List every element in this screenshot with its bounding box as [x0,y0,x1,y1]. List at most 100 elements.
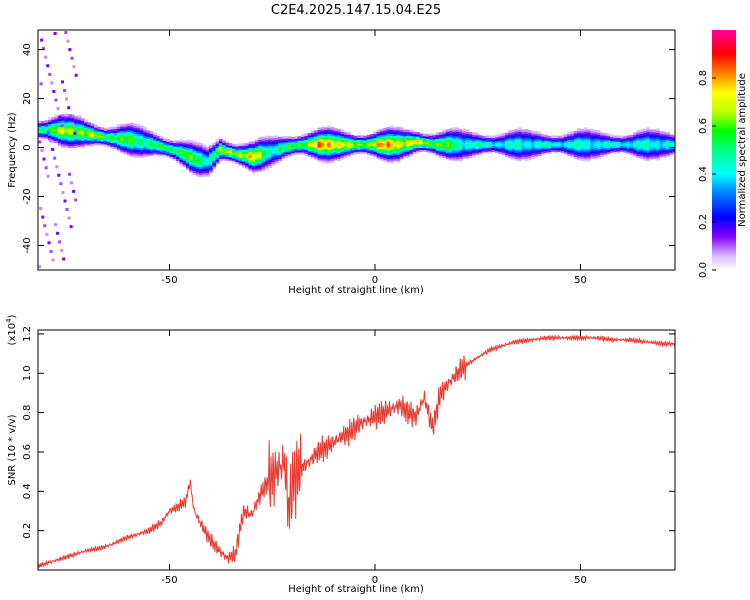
heatmap-cell [310,130,315,134]
heatmap-cell [77,136,82,140]
heatmap-cell [324,160,328,164]
heatmap-cell [629,134,634,138]
heatmap-cell [123,147,128,151]
heatmap-cell [524,152,529,156]
heatmap-cell [419,143,424,146]
heatmap-cell [251,161,256,164]
heatmap-cell [337,142,342,146]
heatmap-cell [534,149,539,152]
heatmap-cell [232,156,236,159]
heatmap-cell [287,153,292,157]
heatmap-cell [205,170,210,173]
heatmap-cell [307,146,312,150]
heatmap-cell [93,142,98,146]
heatmap-cell [347,144,351,147]
heatmap-cell [508,153,512,157]
heatmap-cell [554,141,559,144]
heatmap-cell [590,132,595,136]
heatmap-cell [333,142,338,145]
heatmap-cell [485,147,489,150]
heatmap-cell [271,157,276,160]
heatmap-cell [222,154,226,157]
heatmap-cell [294,152,299,155]
heatmap-cell [560,146,565,150]
heatmap-cell [567,133,572,137]
heatmap-cell [560,136,565,140]
heatmap-cell [87,130,92,133]
heatmap-cell [199,168,203,172]
heatmap-cell [337,144,342,148]
heatmap-cell [139,125,144,129]
heatmap-cell [44,135,49,139]
heatmap-cell [93,132,98,136]
heatmap-cell [347,146,351,149]
heatmap-cell [580,158,585,161]
heatmap-cell [554,139,559,142]
heatmap-cell [205,172,210,175]
heatmap-cell [399,131,404,134]
heatmap-cell [258,149,263,152]
heatmap-cell [544,140,549,144]
heatmap-cell [80,134,85,137]
heatmap-cell [370,137,374,141]
heatmap-cell [573,136,578,140]
heatmap-cell [379,138,384,142]
heatmap-cell [264,155,269,158]
heatmap-cell [646,133,651,136]
heatmap-cell [126,133,131,136]
heatmap-cell [537,137,542,141]
heatmap-cell [393,137,397,140]
heatmap-cell [139,143,144,146]
heatmap-cell [218,156,223,159]
heatmap-cell [541,145,545,149]
heatmap-cell [672,135,675,138]
heatmap-cell [504,146,509,149]
heatmap-cell [481,149,486,153]
heatmap-cell [301,150,305,153]
heatmap-cell [195,167,200,171]
heatmap-cell [370,139,374,143]
heatmap-cell [281,138,286,141]
heatmap-cell [54,122,59,126]
heatmap-cell [656,148,660,151]
heatmap-cell [613,151,618,154]
heatmap-cell [524,129,529,132]
heatmap-cell [291,139,296,142]
heatmap-cell [182,164,187,167]
heatmap-cell [396,132,401,136]
heatmap-cell [320,142,325,145]
heatmap-cell [153,148,157,151]
heatmap-cell [238,155,243,158]
heatmap-cell [537,149,542,152]
heatmap-cell [531,136,536,140]
heatmap-cell [274,153,279,156]
heatmap-cell [596,147,601,151]
heatmap-cell [389,147,394,150]
heatmap-cell [498,149,503,152]
heatmap-cell [136,137,141,141]
heatmap-cell [370,134,374,137]
heatmap-cell [356,141,361,144]
heatmap-cell [666,151,670,155]
heatmap-cell [209,164,213,168]
heatmap-cell [238,143,243,146]
heatmap-cell [590,148,595,151]
heatmap-cell [554,143,559,146]
heatmap-cell [93,138,98,142]
heatmap-cell [51,128,56,132]
heatmap-cell [406,133,411,137]
heatmap-cell [370,136,374,139]
heatmap-cell [518,139,522,142]
heatmap-cell [508,144,512,147]
heatmap-cell [310,140,315,143]
heatmap-cell [669,150,674,153]
heatmap-cell [255,139,259,143]
heatmap-cell [317,153,322,156]
heatmap-cell [527,141,532,145]
heatmap-cell [301,144,305,147]
heatmap-cell [314,134,319,137]
heatmap-cell [245,164,249,168]
heatmap-cell [498,133,503,137]
heatmap-cell [248,168,253,172]
heatmap-cell [531,154,536,157]
